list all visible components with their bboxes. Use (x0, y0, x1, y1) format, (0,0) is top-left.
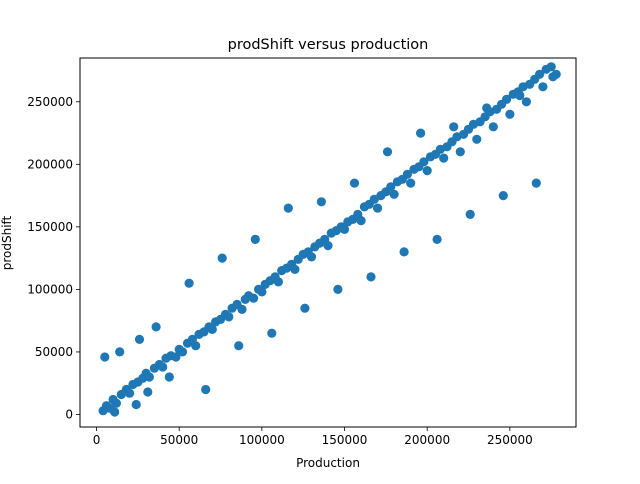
x-tick-label: 250000 (487, 433, 533, 447)
data-point (502, 94, 512, 104)
data-point (432, 234, 442, 244)
data-point (306, 252, 317, 262)
data-point (505, 109, 515, 119)
data-point (237, 304, 247, 314)
points-layer (98, 62, 561, 417)
y-tick-label: 150000 (27, 220, 73, 234)
data-point (356, 216, 366, 226)
data-point (488, 122, 498, 132)
data-point (115, 347, 125, 357)
data-point (184, 278, 194, 288)
x-tick-label: 100000 (239, 433, 285, 447)
data-point (419, 157, 429, 167)
data-point (465, 209, 475, 219)
data-point (515, 90, 525, 101)
data-point (234, 341, 244, 351)
data-point (455, 147, 465, 157)
data-point (290, 264, 300, 274)
data-point (498, 191, 508, 201)
data-point (482, 103, 492, 113)
data-point (402, 169, 412, 179)
data-point (548, 72, 558, 82)
data-point (217, 253, 227, 263)
data-point (134, 334, 145, 344)
data-point (177, 347, 188, 357)
data-point (531, 178, 541, 188)
data-point (224, 312, 234, 322)
data-point (316, 197, 326, 207)
x-tick-label: 150000 (322, 433, 368, 447)
data-point (100, 352, 110, 362)
data-point (158, 362, 168, 372)
data-point (535, 69, 545, 79)
data-point (300, 303, 310, 313)
data-point (439, 153, 449, 163)
data-point (406, 178, 416, 188)
y-tick-label: 0 (65, 407, 73, 421)
data-point (521, 97, 532, 107)
data-point (422, 166, 432, 176)
y-axis-label: prodShift (0, 215, 14, 270)
data-point (323, 241, 333, 251)
chart-title: prodShift versus production (228, 37, 429, 53)
data-point (201, 384, 211, 395)
data-point (349, 178, 360, 188)
y-tick-label: 250000 (27, 95, 73, 109)
x-axis-ticks: 0 50000 100000 150000 200000 250000 (93, 427, 533, 447)
data-point (267, 328, 277, 338)
data-point (389, 189, 399, 199)
data-point (546, 62, 556, 72)
data-point (257, 287, 267, 297)
data-point (143, 387, 153, 397)
y-axis-ticks: 0 50000 100000 150000 200000 250000 (27, 95, 80, 421)
data-point (249, 293, 259, 303)
data-point (382, 147, 393, 157)
data-point (273, 277, 283, 287)
data-point (164, 372, 174, 382)
data-point (250, 234, 260, 244)
data-point (207, 324, 217, 334)
data-point (339, 224, 350, 234)
plot-area-frame (79, 57, 577, 428)
y-tick-label: 100000 (27, 282, 73, 296)
data-point (449, 122, 459, 132)
data-point (373, 203, 383, 213)
data-point (191, 341, 201, 351)
data-point (110, 407, 120, 417)
data-point (399, 247, 409, 257)
data-point (386, 182, 396, 192)
data-point (283, 203, 293, 213)
data-point (125, 388, 135, 398)
data-point (366, 272, 376, 282)
data-point (538, 82, 548, 92)
data-point (144, 372, 154, 382)
data-point (416, 128, 426, 138)
x-tick-label: 200000 (404, 433, 450, 447)
y-tick-label: 200000 (27, 157, 73, 171)
x-axis-label: Production (296, 456, 360, 470)
x-tick-label: 0 (93, 433, 101, 447)
data-point (171, 352, 181, 362)
data-point (111, 398, 121, 408)
y-tick-label: 50000 (35, 345, 73, 359)
x-tick-label: 50000 (160, 433, 198, 447)
data-point (472, 134, 482, 144)
data-point (333, 284, 343, 294)
data-point (131, 399, 141, 410)
data-point (151, 322, 161, 332)
